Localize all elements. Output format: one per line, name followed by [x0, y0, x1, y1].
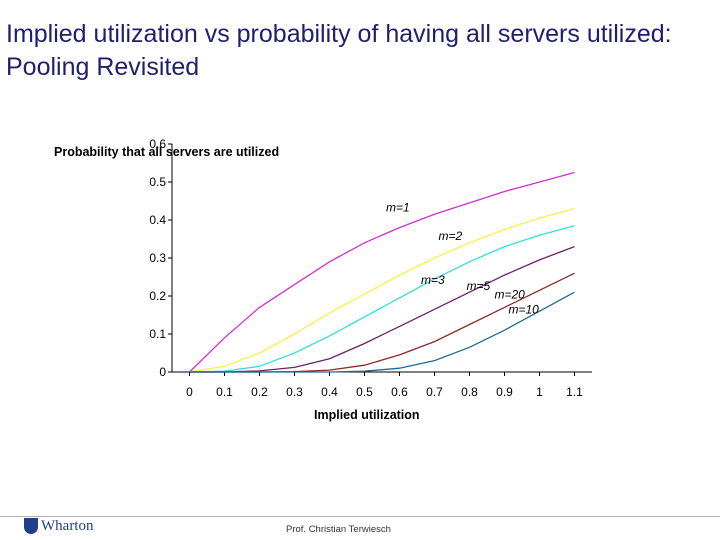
x-tick-label: 1.1 — [566, 385, 583, 399]
chart-annotations: m=1 m=2 m=3 m=5 m=10m=20 — [386, 201, 539, 317]
annotation-m-1: m=1 — [386, 201, 410, 215]
footer-divider — [0, 516, 720, 517]
series-line-m-3 — [189, 225, 575, 373]
x-tick-label: 0.4 — [321, 385, 338, 399]
y-tick-label: 0.1 — [149, 327, 166, 341]
series-line-m-20 — [189, 291, 575, 373]
y-tick-label: 0 — [159, 365, 166, 379]
annotation-m-20: m=20 — [495, 288, 526, 302]
y-tick-label: 0.6 — [149, 137, 166, 151]
x-tick-label: 0 — [186, 385, 193, 399]
y-tick-label: 0.5 — [149, 175, 166, 189]
chart-series — [189, 171, 575, 373]
chart-axes: 0 0.1 0.2 0.3 0.4 0.5 0.6 0 0.1 0.2 0.3 0.4 0.5 0.6 0.… — [149, 137, 592, 399]
series-line-m-2 — [189, 207, 575, 373]
x-tick-label: 0.7 — [426, 385, 443, 399]
annotation-m-5: m=5 — [467, 279, 491, 293]
footer-author: Prof. Christian Terwiesch — [286, 524, 391, 535]
y-tick-label: 0.2 — [149, 289, 166, 303]
x-axis-label: Implied utilization — [314, 408, 420, 422]
x-tick-label: 0.9 — [496, 385, 513, 399]
x-tick-label: 0.2 — [251, 385, 268, 399]
annotation-m-3: m=3 — [421, 273, 445, 287]
x-tick-label: 0.6 — [391, 385, 408, 399]
series-line-m-5 — [189, 245, 575, 373]
x-tick-label: 0.1 — [216, 385, 233, 399]
x-tick-label: 0.5 — [356, 385, 373, 399]
y-axis-label: Probability that all servers are utilize… — [54, 145, 280, 159]
shield-icon — [24, 518, 38, 534]
slide-title: Implied utilization vs probability of ha… — [6, 20, 672, 81]
x-tick-label: 0.8 — [461, 385, 478, 399]
logo-text: Wharton — [41, 518, 94, 534]
x-tick-label: 1 — [536, 385, 543, 399]
y-tick-label: 0.4 — [149, 213, 166, 227]
wharton-logo: Wharton — [24, 518, 93, 534]
annotation-m-2: m=2 — [439, 229, 463, 243]
annotation-m-10: m=10 — [509, 303, 540, 317]
y-tick-label: 0.3 — [149, 251, 166, 265]
x-tick-label: 0.3 — [286, 385, 303, 399]
series-line-m-1 — [189, 171, 575, 373]
